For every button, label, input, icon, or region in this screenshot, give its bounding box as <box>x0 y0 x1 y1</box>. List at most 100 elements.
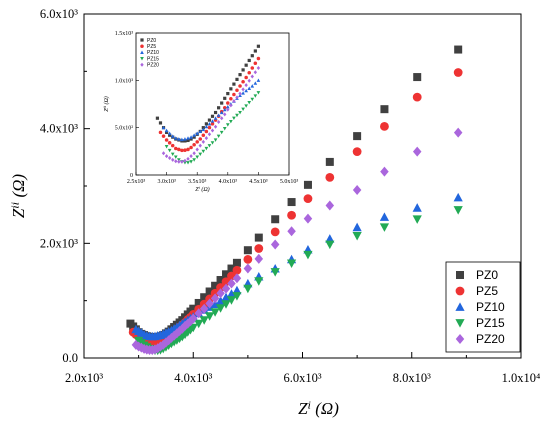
inset-data-point <box>170 134 175 138</box>
data-point <box>286 259 297 268</box>
data-point <box>200 293 209 302</box>
data-point <box>232 273 242 284</box>
data-point <box>215 304 226 313</box>
inset-data-point <box>167 131 172 135</box>
inset-data-point <box>253 49 257 53</box>
inset-data-point <box>253 61 258 66</box>
data-point <box>412 92 422 102</box>
inset-data-point <box>238 73 242 77</box>
data-point <box>453 127 463 138</box>
inset-data-point <box>204 136 209 141</box>
inset-data-point <box>164 154 169 159</box>
inset-data-point <box>180 137 184 142</box>
data-point <box>270 227 280 237</box>
data-point <box>303 250 313 260</box>
inset-data-point <box>238 110 242 115</box>
data-point <box>254 244 264 253</box>
inset-data-point <box>198 137 203 141</box>
inset-data-point <box>241 87 245 92</box>
data-point <box>216 276 225 285</box>
legend: PZ0 PZ5 PZ10 PZ15 PZ20 <box>445 261 521 353</box>
data-point <box>379 212 390 221</box>
data-point <box>453 206 463 215</box>
inset-data-point <box>247 101 252 105</box>
inset-data-point <box>235 77 239 81</box>
y-tick-label: 0.0 <box>62 351 78 365</box>
y-tick-label: 2.0x10³ <box>40 236 78 250</box>
data-point <box>325 157 334 166</box>
inset-y-tick-label: 0 <box>130 173 133 179</box>
data-point <box>352 231 362 241</box>
inset-data-point <box>204 122 208 126</box>
inset-data-point <box>168 133 172 137</box>
data-point <box>226 296 237 305</box>
inset-legend-label: PZ10 <box>147 50 159 56</box>
inset-legend-marker <box>140 38 144 42</box>
inset-data-point <box>226 107 230 112</box>
inset-data-point <box>183 139 187 143</box>
main-axis-ticks: 2.0x10³ 4.0x10³ 6.0x10³ 8.0x10³ 1.0x10⁴ 0.0 2.… <box>40 7 540 385</box>
inset-data-point <box>161 151 166 156</box>
data-point <box>210 288 220 298</box>
inset-data-point <box>235 88 239 93</box>
data-point <box>379 223 390 232</box>
inset-data-point <box>207 144 212 148</box>
data-point <box>254 233 263 242</box>
inset-data-point <box>256 91 261 95</box>
inset-legend-item: PZ15 <box>140 56 159 62</box>
inset-data-point <box>201 126 205 130</box>
data-point <box>412 203 422 212</box>
y-tick-label: 4.0x10³ <box>40 122 78 136</box>
inset-data-point <box>216 119 221 124</box>
legend-item: PZ15 <box>455 316 505 330</box>
inset-data-point <box>250 74 254 79</box>
data-point <box>254 277 264 286</box>
inset-data-point <box>174 159 178 164</box>
data-point <box>380 121 389 131</box>
inset-data-point <box>229 97 233 101</box>
x-tick-label: 8.0x10³ <box>393 371 431 385</box>
inset-data-point <box>213 138 218 142</box>
data-point <box>221 300 231 309</box>
inset-data-point <box>207 132 212 137</box>
data-point <box>413 73 422 82</box>
data-point <box>232 265 242 275</box>
inset-data-point <box>189 160 193 164</box>
data-point <box>303 180 312 189</box>
inset-data-point <box>213 110 218 115</box>
data-point <box>226 289 237 298</box>
inset-x-tick-label: 2.5x10³ <box>127 179 146 185</box>
data-point <box>412 146 422 157</box>
inset-data-point <box>198 143 202 148</box>
inset-data-point <box>247 78 251 83</box>
data-point <box>243 254 253 264</box>
data-point <box>243 246 252 255</box>
legend-label: PZ5 <box>476 284 498 298</box>
data-point <box>271 215 280 224</box>
inset-data-point <box>226 91 230 96</box>
inset-data-point <box>192 142 196 147</box>
inset-data-point <box>235 113 239 118</box>
inset-data-point <box>226 101 230 105</box>
inset-y-tick-label: 5.0x10² <box>115 126 134 132</box>
data-point <box>205 312 215 321</box>
inset-data-point <box>232 99 236 104</box>
inset-data-point <box>253 94 258 98</box>
data-point <box>194 298 203 307</box>
inset-data-point <box>155 116 160 120</box>
inset-data-point <box>222 106 227 110</box>
inset-data-point <box>189 137 193 141</box>
inset-data-point <box>222 127 227 131</box>
inset-data-point <box>183 158 187 163</box>
inset-data-point <box>223 112 227 117</box>
data-point <box>254 253 264 264</box>
inset-data-point <box>232 116 236 121</box>
inset-x-tick-label: 4.0x10³ <box>219 179 238 185</box>
inset-data-point <box>170 143 175 148</box>
legend-marker <box>455 319 465 328</box>
inset-data-point <box>253 70 258 75</box>
data-point <box>303 213 313 224</box>
inset-data-point <box>180 148 184 153</box>
inset-x-tick-label: 3.5x10³ <box>188 179 207 185</box>
